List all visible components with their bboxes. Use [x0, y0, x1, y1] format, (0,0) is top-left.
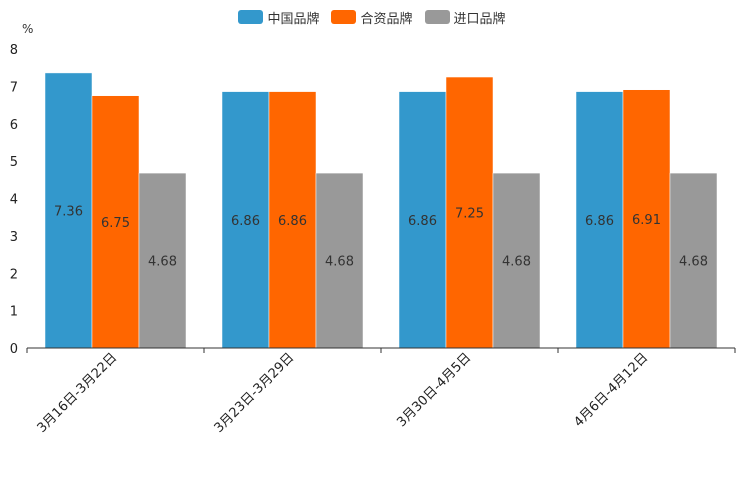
bar-1-2[interactable]	[445, 76, 494, 349]
y-tick-label-7: 7	[10, 80, 18, 95]
bar-series: 7.36 6.75 4.68 6.86 6.86 4.68 6.86 7.25 4.68 6.86…	[44, 72, 718, 349]
bar-0-1[interactable]	[221, 91, 270, 349]
y-tick-label-3: 3	[10, 230, 18, 245]
bar-value-label-0-1: 6.86	[231, 214, 260, 229]
bar-2-1[interactable]	[315, 172, 364, 349]
bar-2-3[interactable]	[669, 172, 718, 349]
y-tick-label-6: 6	[10, 118, 18, 133]
y-tick-label-8: 8	[10, 43, 18, 58]
bar-1-3[interactable]	[622, 89, 671, 349]
bar-value-label-2-0: 4.68	[148, 255, 177, 270]
bar-value-label-2-2: 4.68	[502, 255, 531, 270]
y-tick-label-1: 1	[10, 305, 18, 320]
legend-label-joint-venture-brand: 合资品牌	[360, 11, 413, 27]
y-tick-label-0: 0	[10, 342, 18, 357]
x-tick-label-1: 3月23日-3月29日	[212, 350, 298, 436]
legend-label-imported-brand: 进口品牌	[453, 11, 506, 27]
legend-item-joint-venture-brand[interactable]: 合资品牌	[331, 8, 413, 27]
y-axis-ticks: 0 1 2 3 4 5 6 7 8	[10, 43, 18, 357]
x-axis	[26, 347, 736, 353]
x-axis-tick-labels: 3月16日-3月22日 3月23日-3月29日 3月30日-4月5日 4月6日-4月1…	[35, 350, 652, 436]
bar-value-label-0-0: 7.36	[54, 204, 83, 219]
legend-item-china-brand[interactable]: 中国品牌	[238, 8, 319, 27]
x-tick-label-3: 4月6日-4月12日	[571, 350, 651, 430]
bar-value-label-1-1: 6.86	[278, 214, 307, 229]
legend-item-imported-brand[interactable]: 进口品牌	[424, 8, 506, 27]
legend-swatch-china-brand	[238, 10, 264, 24]
bar-2-2[interactable]	[492, 172, 541, 349]
legend-swatch-joint-venture-brand	[331, 10, 357, 24]
bar-value-label-2-1: 4.68	[325, 255, 354, 270]
bar-value-label-2-3: 4.68	[679, 255, 708, 270]
y-axis-unit-label: %	[22, 22, 33, 36]
bar-value-label-1-3: 6.91	[632, 213, 661, 228]
bar-1-1[interactable]	[268, 91, 317, 349]
y-tick-label-2: 2	[10, 267, 18, 282]
chart-legend: 中国品牌 合资品牌 进口品牌	[0, 7, 744, 27]
bar-0-2[interactable]	[398, 91, 447, 349]
bar-1-0[interactable]	[91, 95, 140, 349]
bar-value-label-1-2: 7.25	[455, 207, 484, 222]
bar-value-label-0-3: 6.86	[585, 214, 614, 229]
x-tick-label-0: 3月16日-3月22日	[35, 350, 121, 436]
y-tick-label-4: 4	[10, 193, 18, 208]
legend-label-china-brand: 中国品牌	[267, 11, 320, 27]
bar-0-0[interactable]	[44, 72, 93, 349]
y-tick-label-5: 5	[10, 155, 18, 170]
legend-swatch-imported-brand	[424, 10, 450, 24]
bar-0-3[interactable]	[575, 91, 624, 349]
x-tick-label-2: 3月30日-4月5日	[394, 350, 474, 430]
bar-value-label-1-0: 6.75	[101, 216, 130, 231]
bar-value-label-0-2: 6.86	[408, 214, 437, 229]
